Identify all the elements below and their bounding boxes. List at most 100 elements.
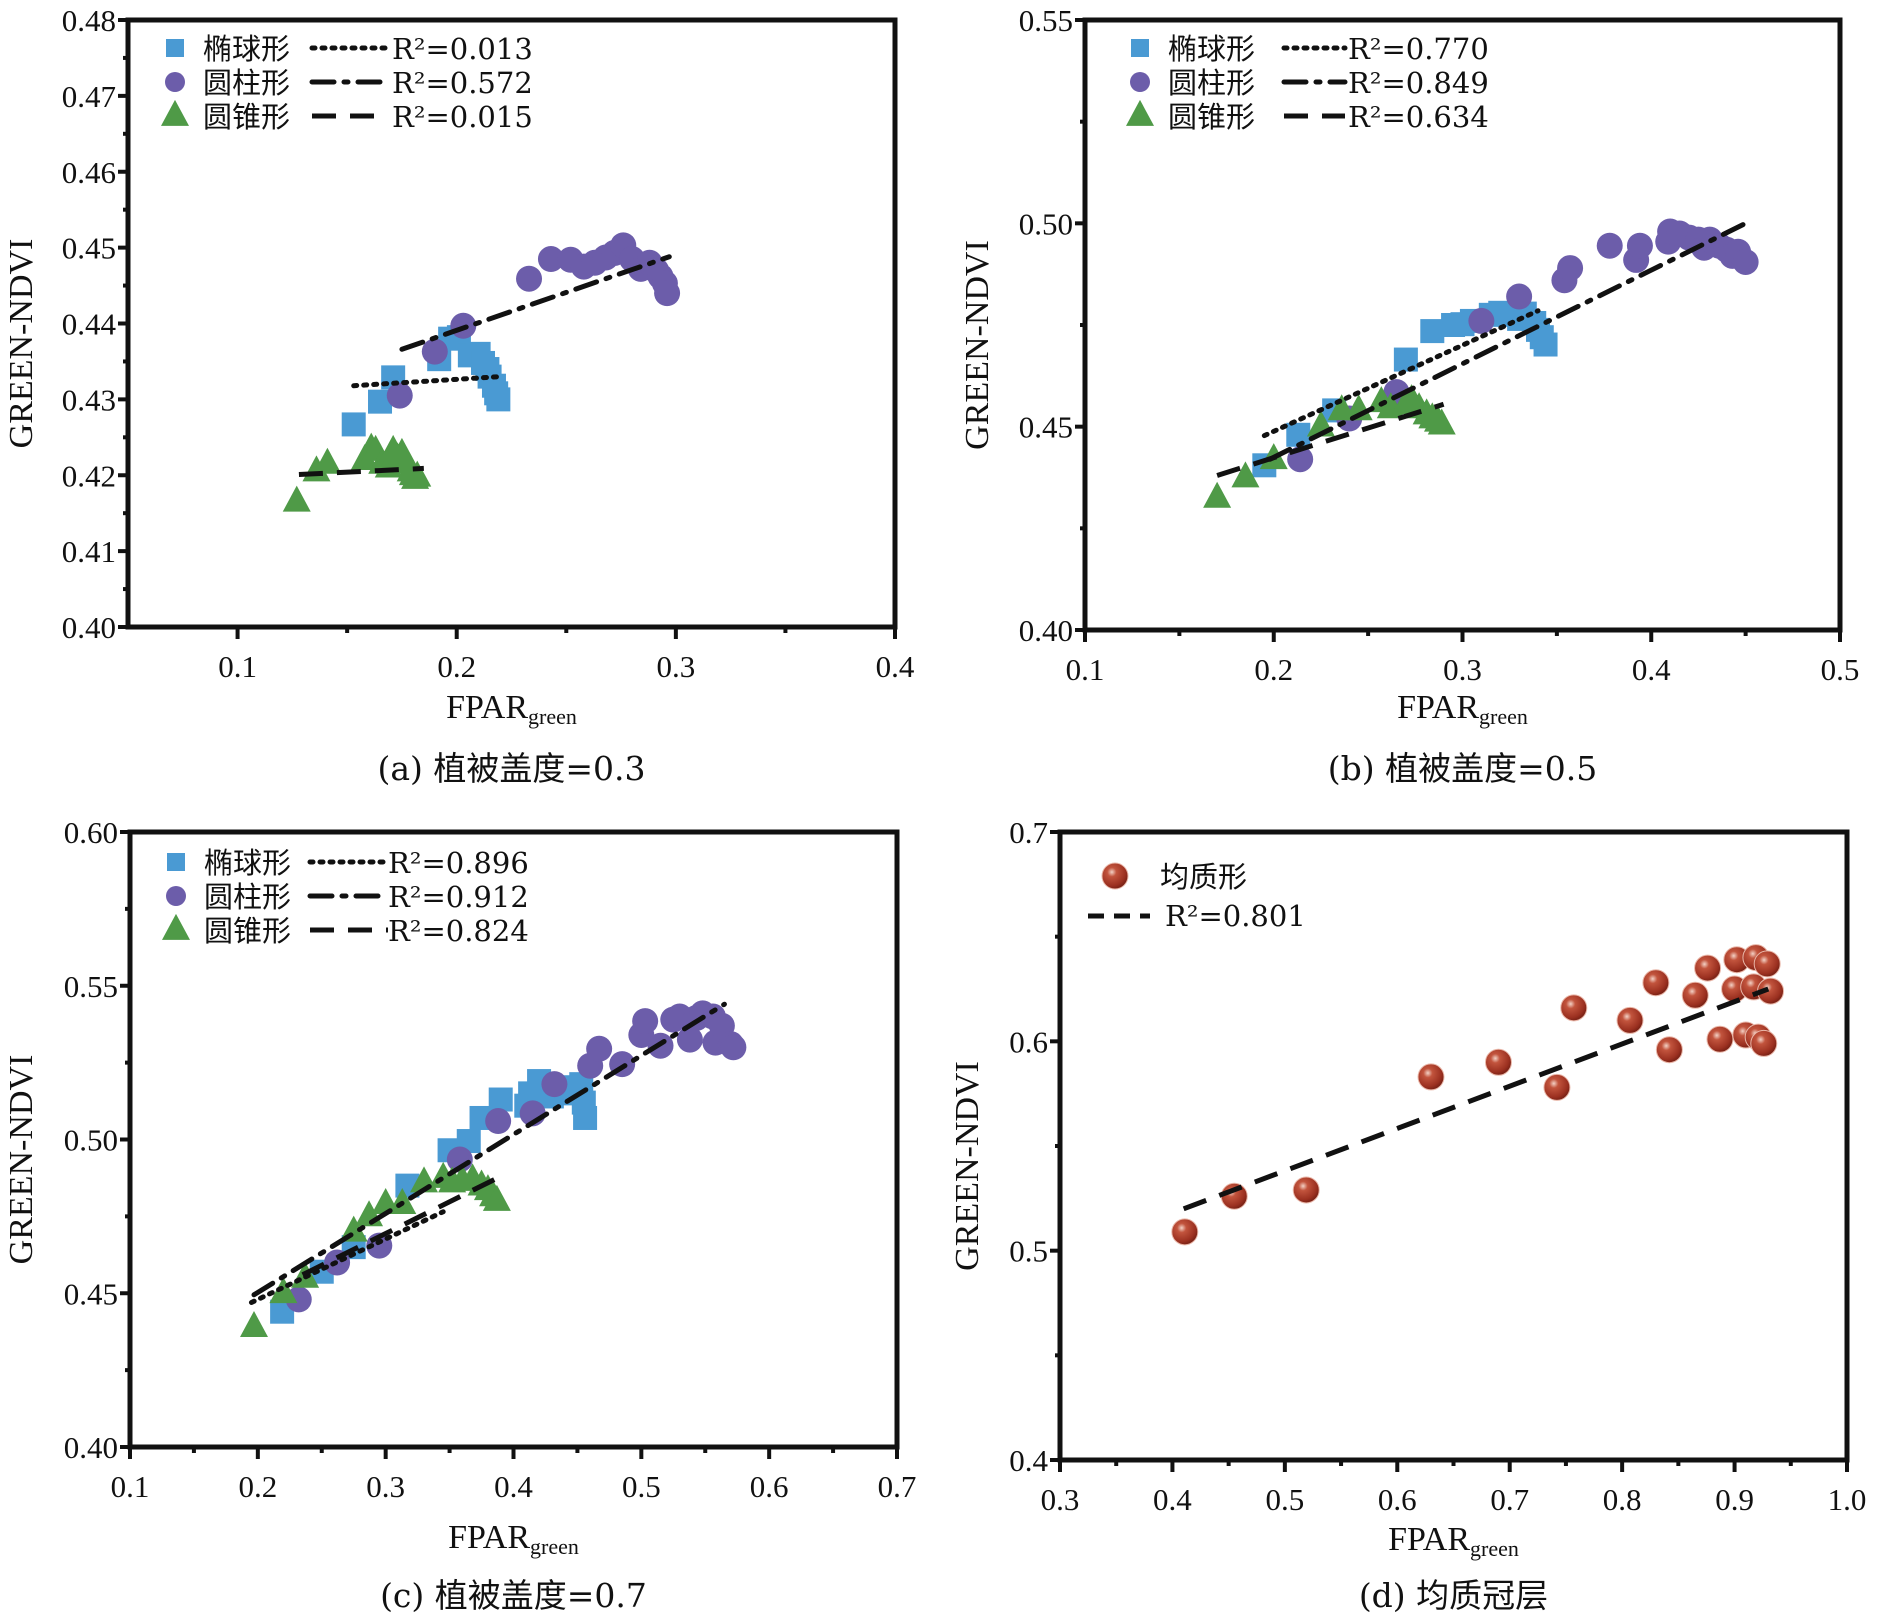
legend: 椭球形 R²=0.013 圆柱形 R²=0.572 圆锥形 R²=0.015: [161, 32, 533, 134]
x-tick-label: 0.4: [876, 649, 915, 684]
legend-r2: R²=0.770: [1348, 32, 1489, 66]
data-point: [485, 1108, 512, 1135]
x-tick-label: 0.4: [494, 1469, 533, 1504]
legend: 均质形 R²=0.801: [1088, 860, 1306, 933]
y-axis-title: GREEN-NDVI: [3, 1055, 40, 1265]
y-tick-label: 0.5: [1009, 1234, 1048, 1269]
data-point: [1543, 1073, 1571, 1101]
data-point: [1655, 1036, 1683, 1064]
fit-line-homogeneous: [1182, 986, 1770, 1212]
x-tick-label: 0.6: [750, 1469, 789, 1504]
legend-r2: R²=0.015: [392, 100, 533, 134]
legend-marker-triangle: [1126, 99, 1154, 126]
y-tick-label: 0.45: [1019, 410, 1073, 445]
fit-line-ellipsoid: [351, 374, 504, 389]
legend-marker-square: [166, 39, 184, 57]
data-point: [676, 1026, 703, 1053]
x-tick-label: 0.5: [622, 1469, 661, 1504]
x-axis-title-subscript: green: [528, 704, 577, 729]
x-tick-label: 0.3: [1443, 652, 1482, 687]
y-tick-label: 0.50: [1019, 206, 1073, 241]
plot-frame: [125, 17, 898, 630]
data-point: [1750, 1029, 1778, 1057]
x-axis-title: FPARgreen: [448, 1519, 579, 1559]
x-tick-label: 0.3: [366, 1469, 405, 1504]
series-cylinder: [285, 1000, 747, 1313]
y-tick-label: 0.55: [1019, 3, 1073, 38]
x-axis-title-subscript: green: [1470, 1536, 1519, 1561]
legend: 椭球形 R²=0.896 圆柱形 R²=0.912 圆锥形 R²=0.824: [162, 846, 529, 948]
legend-item-fit: R²=0.801: [1088, 899, 1306, 933]
x-tick-label: 0.7: [878, 1469, 917, 1504]
fit-line-cylinder: [1267, 220, 1749, 462]
data-point: [541, 1071, 568, 1098]
data-point: [1694, 954, 1722, 982]
data-point: [1427, 408, 1456, 435]
x-tick-label: 0.3: [656, 649, 695, 684]
legend-label: 圆锥形: [204, 914, 291, 948]
legend-label: 圆锥形: [1168, 100, 1255, 134]
x-axis-title: FPARgreen: [446, 689, 577, 729]
panel-d: 0.3 0.4 0.5 0.6 0.7 0.8 0.9 1.0 0.4 0.5 0.6 0.7 FPAR…: [949, 815, 1866, 1615]
x-tick-label: 0.1: [1066, 652, 1105, 687]
x-tick-label: 0.2: [1254, 652, 1293, 687]
data-point: [1706, 1025, 1734, 1053]
legend-item: 均质形: [1101, 860, 1247, 894]
legend-item: 圆柱形 R²=0.572: [165, 66, 533, 100]
x-axis-title: FPARgreen: [1388, 1521, 1519, 1561]
data-point: [269, 1277, 298, 1304]
legend-label: 圆锥形: [203, 100, 290, 134]
data-point: [341, 412, 366, 437]
legend-marker-square: [1131, 39, 1149, 57]
x-tick-label: 0.4: [1153, 1482, 1192, 1517]
legend-marker-triangle: [162, 913, 190, 940]
x-tick-label: 0.5: [1821, 652, 1860, 687]
legend-item: 椭球形 R²=0.896: [167, 846, 529, 880]
y-axis-title: GREEN-NDVI: [959, 240, 996, 450]
fit-line-cylinder: [399, 254, 672, 352]
data-point: [386, 382, 413, 409]
data-point: [537, 246, 564, 273]
data-point: [1596, 232, 1623, 259]
legend-marker-circle: [1130, 72, 1150, 92]
x-axis-title-main: FPAR: [1388, 1521, 1470, 1558]
data-point: [1203, 481, 1232, 508]
y-tick-label: 0.47: [62, 79, 116, 114]
data-point: [1557, 255, 1584, 282]
data-point: [282, 485, 311, 512]
data-point: [1292, 1176, 1320, 1204]
data-point: [1681, 981, 1709, 1009]
data-point: [654, 280, 681, 307]
legend-r2: R²=0.849: [1348, 66, 1489, 100]
plot-frame: [127, 829, 900, 1450]
x-tick-label: 0.2: [238, 1469, 277, 1504]
data-point: [421, 338, 448, 365]
legend-marker-triangle: [161, 99, 189, 126]
data-point: [403, 460, 432, 487]
fit-line-ellipsoid: [248, 1209, 446, 1305]
legend-r2: R²=0.801: [1165, 899, 1306, 933]
data-point: [1560, 994, 1588, 1022]
x-tick-label: 0.6: [1378, 1482, 1417, 1517]
data-point: [573, 1105, 598, 1130]
legend-r2: R²=0.013: [392, 32, 533, 66]
legend-marker-circle: [166, 886, 186, 906]
legend-label: 圆柱形: [1168, 66, 1255, 100]
plot-frame: [1057, 829, 1850, 1463]
legend-r2: R²=0.634: [1348, 100, 1489, 134]
y-tick-label: 0.40: [64, 1430, 118, 1465]
legend-label: 圆柱形: [203, 66, 290, 100]
data-point: [1171, 1218, 1199, 1246]
y-tick-label: 0.42: [62, 458, 116, 493]
legend-marker-sphere: [1101, 862, 1129, 890]
data-point: [285, 1286, 312, 1313]
legend-item: 圆柱形 R²=0.849: [1130, 66, 1489, 100]
x-tick-label: 0.3: [1041, 1482, 1080, 1517]
panel-caption: (a) 植被盖度=0.3: [377, 749, 645, 788]
x-axis-title-subscript: green: [530, 1534, 579, 1559]
data-point: [486, 387, 511, 412]
panel-c: 0.1 0.2 0.3 0.4 0.5 0.6 0.7 0.40 0.45 0.50 0.55 0.6…: [3, 815, 916, 1615]
data-point: [516, 265, 543, 292]
y-tick-label: 0.41: [62, 534, 116, 569]
y-tick-label: 0.60: [64, 815, 118, 850]
